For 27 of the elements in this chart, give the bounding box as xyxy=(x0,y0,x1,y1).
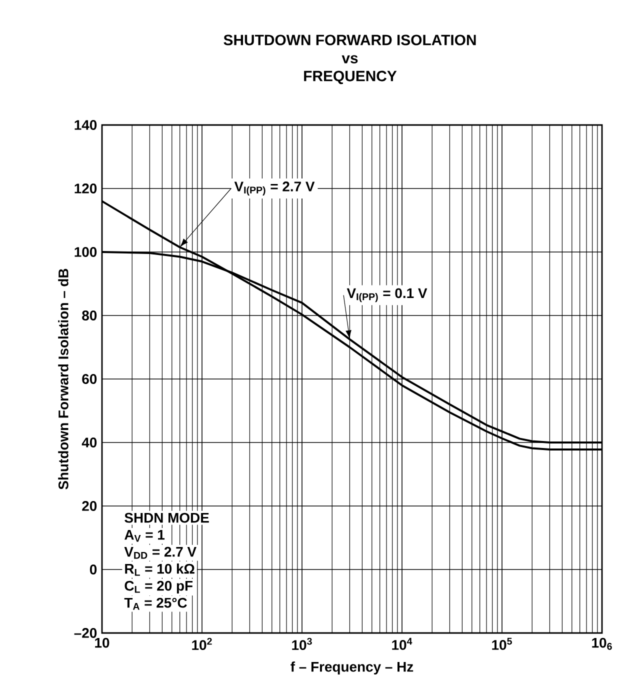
x-axis-title: f – Frequency – Hz xyxy=(290,662,414,675)
x-tick-label: 10$_{6}$ xyxy=(592,638,612,650)
x-tick-label: 10$^{3}$ xyxy=(292,638,312,650)
x-tick-label: 10$^{4}$ xyxy=(392,638,412,650)
y-tick-label: 100 xyxy=(74,247,97,257)
y-tick-label: 20 xyxy=(82,501,97,511)
annotation: SHDN MODE xyxy=(124,512,209,523)
chart-title: SHUTDOWN FORWARD ISOLATION xyxy=(224,34,476,46)
y-tick-label: 80 xyxy=(82,310,97,320)
annotation: A$_{V}$ = 1 xyxy=(124,530,165,542)
y-tick-label: 120 xyxy=(74,184,97,194)
y-axis-title: Shutdown Forward Isolation – dB xyxy=(58,268,68,490)
chart-subtitle: vs FREQUENCY xyxy=(304,55,397,84)
y-tick-label: 0 xyxy=(90,564,97,574)
y-tick-label: –20 xyxy=(74,628,97,638)
text: V$_{I(PP)}$ = 2.7 V xyxy=(234,182,315,196)
y-tick-label: 40 xyxy=(82,438,97,448)
y-tick-label: 140 xyxy=(74,120,97,130)
annotation: V$_{DD}$ = 2.7 V xyxy=(124,546,196,559)
annotation: C$_{L}$ = 20 pF xyxy=(124,580,193,594)
annotation: R$_{L}$ = 10 kΩ xyxy=(125,564,194,576)
annotation: T$_{A}$ = 25°C xyxy=(124,598,187,610)
y-tick-label: 60 xyxy=(82,374,97,384)
series-label: V$_{I(PP)}$ = 0.1 V xyxy=(346,288,428,302)
x-tick-label: 10$^{5}$ xyxy=(492,638,512,650)
x-tick-label: 10 xyxy=(95,638,110,648)
x-tick-label: 10$^{2}$ xyxy=(192,638,212,650)
